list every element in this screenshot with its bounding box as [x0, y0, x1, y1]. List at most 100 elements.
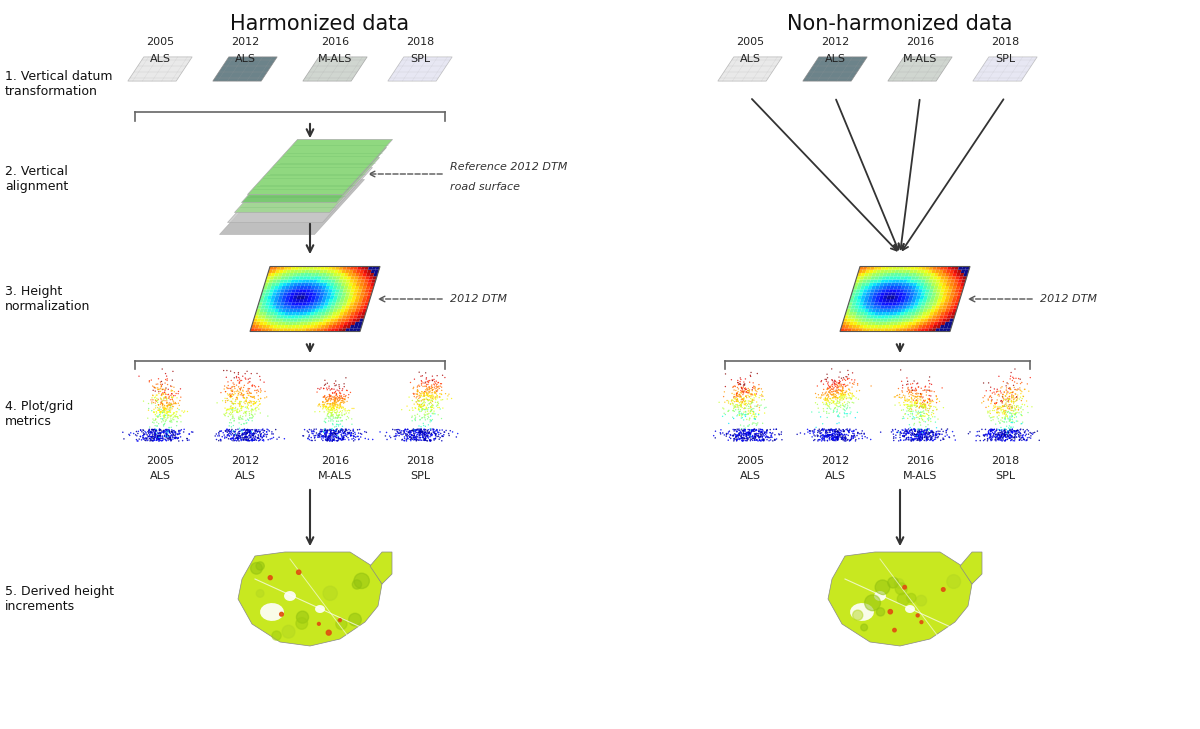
Point: [426, 393, 445, 405]
Polygon shape: [856, 303, 860, 305]
Circle shape: [947, 574, 960, 588]
Point: [850, 433, 869, 445]
Point: [414, 390, 433, 402]
Point: [226, 424, 245, 435]
Polygon shape: [286, 321, 289, 325]
Point: [148, 394, 167, 406]
Point: [324, 391, 343, 403]
Point: [151, 376, 170, 388]
Point: [151, 393, 170, 405]
Point: [334, 431, 353, 443]
Point: [233, 384, 252, 396]
Point: [724, 403, 743, 415]
Point: [151, 410, 170, 422]
Polygon shape: [940, 325, 944, 328]
Point: [238, 413, 257, 425]
Point: [979, 406, 998, 418]
Polygon shape: [859, 276, 864, 279]
Point: [161, 432, 180, 444]
Point: [742, 431, 761, 443]
Point: [242, 412, 262, 424]
Point: [227, 406, 246, 418]
Point: [330, 381, 349, 393]
Point: [240, 426, 259, 438]
Point: [901, 425, 920, 437]
Point: [806, 421, 826, 433]
Polygon shape: [364, 279, 368, 283]
Polygon shape: [892, 328, 896, 332]
Point: [155, 404, 174, 416]
Point: [334, 434, 353, 445]
Point: [410, 432, 430, 443]
Point: [905, 424, 924, 435]
Point: [148, 397, 167, 408]
Polygon shape: [913, 270, 918, 273]
Point: [156, 382, 175, 394]
Point: [422, 414, 442, 426]
Point: [433, 402, 452, 414]
Polygon shape: [918, 325, 923, 328]
Polygon shape: [337, 296, 342, 299]
Polygon shape: [868, 273, 872, 276]
Point: [1004, 380, 1024, 391]
Point: [998, 413, 1018, 425]
Point: [419, 391, 438, 402]
Point: [824, 431, 844, 443]
Point: [232, 388, 251, 399]
Point: [245, 392, 264, 404]
Point: [985, 426, 1004, 438]
Point: [157, 424, 176, 435]
Point: [1004, 390, 1024, 402]
Point: [149, 432, 168, 444]
Point: [245, 396, 264, 408]
Point: [907, 394, 926, 405]
Polygon shape: [314, 299, 319, 303]
Point: [1019, 386, 1038, 397]
Polygon shape: [895, 279, 900, 283]
Circle shape: [902, 585, 906, 589]
Point: [329, 434, 348, 446]
Point: [737, 430, 756, 442]
Point: [908, 424, 928, 435]
Point: [312, 431, 331, 443]
Point: [266, 424, 286, 435]
Point: [241, 396, 260, 408]
Point: [1007, 432, 1026, 443]
Point: [817, 393, 836, 405]
Point: [413, 403, 432, 415]
Point: [728, 386, 748, 397]
Point: [838, 408, 857, 420]
Point: [143, 416, 162, 428]
Point: [734, 420, 754, 432]
Point: [322, 426, 341, 438]
Polygon shape: [869, 319, 874, 321]
Point: [990, 427, 1009, 439]
Point: [744, 417, 763, 429]
Point: [214, 395, 233, 407]
Polygon shape: [937, 321, 942, 325]
Point: [148, 434, 167, 446]
Point: [154, 405, 173, 417]
Point: [920, 400, 940, 412]
Point: [336, 424, 355, 435]
Point: [996, 412, 1015, 424]
Polygon shape: [941, 273, 946, 276]
Point: [725, 380, 744, 391]
Point: [244, 391, 263, 403]
Point: [995, 425, 1014, 437]
Point: [730, 378, 749, 390]
Text: 5. Derived height
increments: 5. Derived height increments: [5, 585, 114, 613]
Point: [221, 401, 240, 413]
Point: [420, 434, 439, 445]
Polygon shape: [349, 305, 353, 309]
Point: [246, 432, 265, 443]
Point: [734, 429, 754, 441]
Point: [842, 397, 862, 408]
Polygon shape: [264, 283, 269, 286]
Point: [150, 433, 169, 445]
Point: [918, 432, 937, 443]
Point: [828, 382, 847, 394]
Point: [817, 427, 836, 439]
Point: [145, 428, 164, 440]
Point: [755, 434, 774, 446]
